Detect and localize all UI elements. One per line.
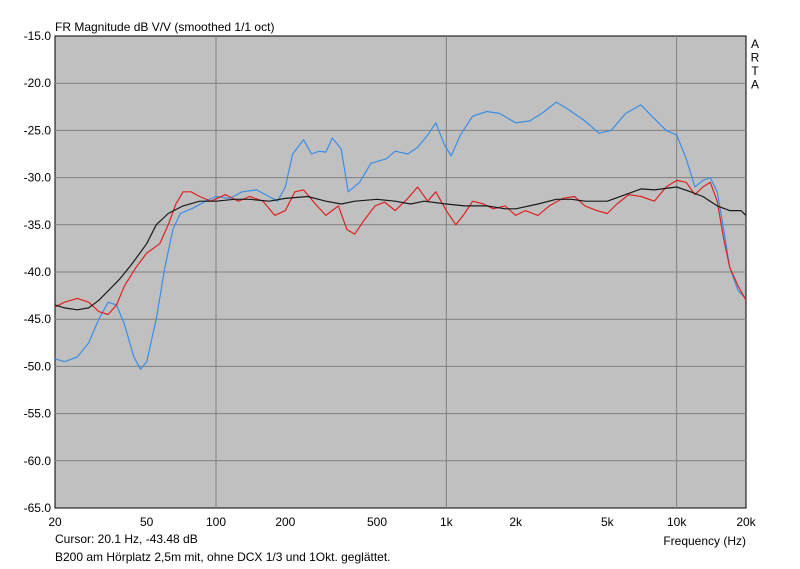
x-tick-label: 1k bbox=[440, 515, 454, 529]
series-line-1 bbox=[55, 101, 746, 370]
y-tick-label: -55.0 bbox=[24, 407, 52, 421]
x-axis-label: Frequency (Hz) bbox=[663, 534, 746, 548]
grid bbox=[55, 36, 746, 508]
x-tick-label: 5k bbox=[601, 515, 615, 529]
y-tick-label: -45.0 bbox=[24, 312, 52, 326]
axis-labels: -15.0 -20.0 -25.0 -30.0 -35.0 -40.0 -45.0 -50.0… bbox=[24, 29, 757, 529]
x-tick-label: 2k bbox=[509, 515, 523, 529]
x-tick-label: 20k bbox=[736, 515, 756, 529]
watermark-letter: A bbox=[751, 37, 759, 51]
x-tick-label: 200 bbox=[275, 515, 295, 529]
y-tick-label: -30.0 bbox=[24, 171, 52, 185]
y-tick-label: -25.0 bbox=[24, 123, 52, 137]
y-tick-label: -60.0 bbox=[24, 454, 52, 468]
watermark-letter: T bbox=[751, 64, 759, 78]
y-tick-label: -20.0 bbox=[24, 76, 52, 90]
x-tick-label: 10k bbox=[667, 515, 687, 529]
x-tick-label: 50 bbox=[140, 515, 154, 529]
series-line-2 bbox=[55, 179, 746, 316]
x-tick-label: 100 bbox=[206, 515, 226, 529]
watermark-letter: A bbox=[751, 78, 759, 92]
y-tick-label: -40.0 bbox=[24, 265, 52, 279]
series-line-3 bbox=[55, 186, 746, 311]
y-tick-label: -65.0 bbox=[24, 501, 52, 515]
cursor-readout: Cursor: 20.1 Hz, -43.48 dB bbox=[55, 532, 198, 546]
x-tick-label: 500 bbox=[367, 515, 387, 529]
series-layer bbox=[55, 101, 746, 370]
measurement-note: B200 am Hörplatz 2,5m mit, ohne DCX 1/3 … bbox=[55, 550, 391, 564]
y-tick-label: -35.0 bbox=[24, 218, 52, 232]
watermark-letter: R bbox=[751, 51, 760, 65]
chart-title: FR Magnitude dB V/V (smoothed 1/1 oct) bbox=[55, 20, 274, 34]
y-tick-label: -15.0 bbox=[24, 29, 52, 43]
y-tick-label: -50.0 bbox=[24, 359, 52, 373]
x-tick-label: 20 bbox=[48, 515, 62, 529]
